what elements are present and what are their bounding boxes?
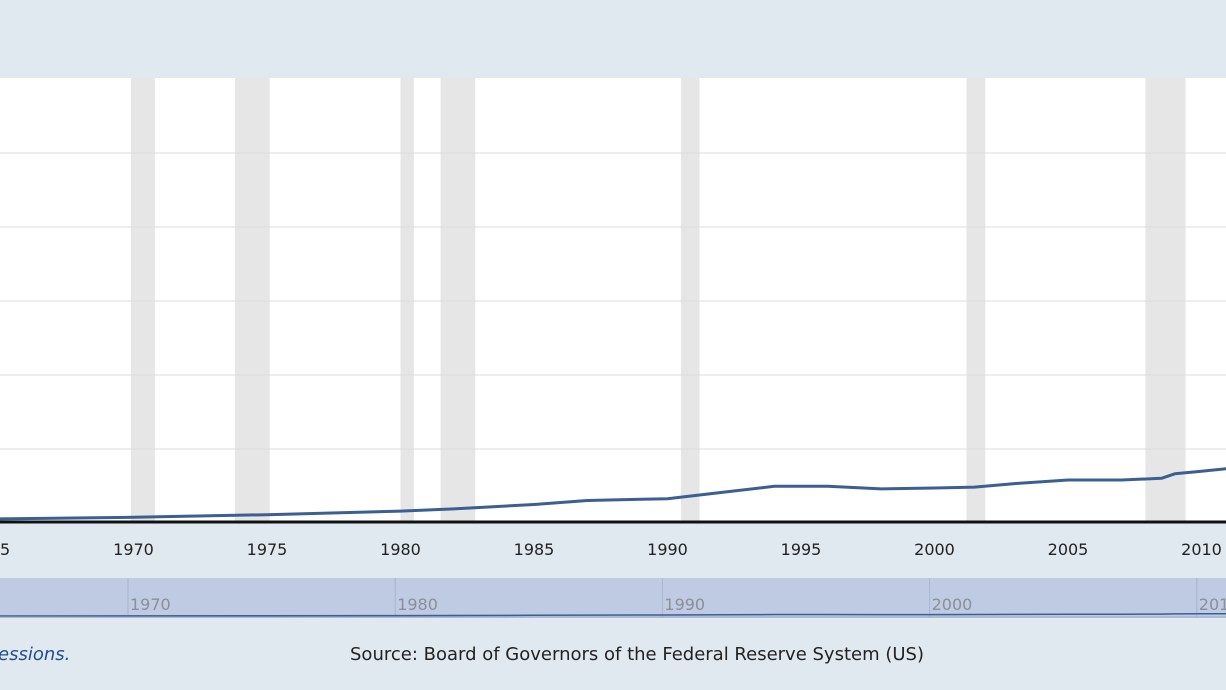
x-tick-label: 2005 [1048,540,1089,559]
navigator-label: 1980 [397,595,438,614]
recession-band [130,78,155,522]
x-tick-label: 5 [0,540,10,559]
source-text: Source: Board of Governors of the Federa… [350,644,924,665]
x-tick-label: 1990 [647,540,688,559]
recession-bands [130,78,1186,522]
navigator-series-line [0,612,1226,617]
navigator-label: 201 [1199,595,1226,614]
x-tick-label: 1995 [781,540,822,559]
recession-note-link[interactable]: essions. [0,644,71,665]
plot-area [0,78,1226,522]
recession-band [234,78,270,522]
recession-band [440,78,476,522]
x-tick-label: 2010 [1181,540,1222,559]
navigator-label: 1990 [664,595,705,614]
series-line [0,467,1226,521]
x-tick-label: 1980 [380,540,421,559]
recession-band [966,78,986,522]
gridlines [0,152,1226,450]
x-tick-labels: 5 1970 1975 1980 1985 1990 1995 2000 2005 2010 [0,540,1222,559]
x-tick-label: 1970 [113,540,154,559]
recession-band [680,78,700,522]
navigator-gridlines [127,578,1198,617]
navigator-label: 2000 [932,595,973,614]
x-tick-label: 2000 [914,540,955,559]
x-tick-label: 1975 [247,540,288,559]
navigator-selection[interactable] [0,578,1226,618]
recession-band [1145,78,1186,522]
recession-band [400,78,414,522]
navigator-label: 1970 [130,595,171,614]
navigator-labels: 1970 1980 1990 2000 201 [130,595,1226,614]
x-tick-label: 1985 [514,540,555,559]
navigator[interactable]: 1970 1980 1990 2000 201 [0,578,1226,618]
